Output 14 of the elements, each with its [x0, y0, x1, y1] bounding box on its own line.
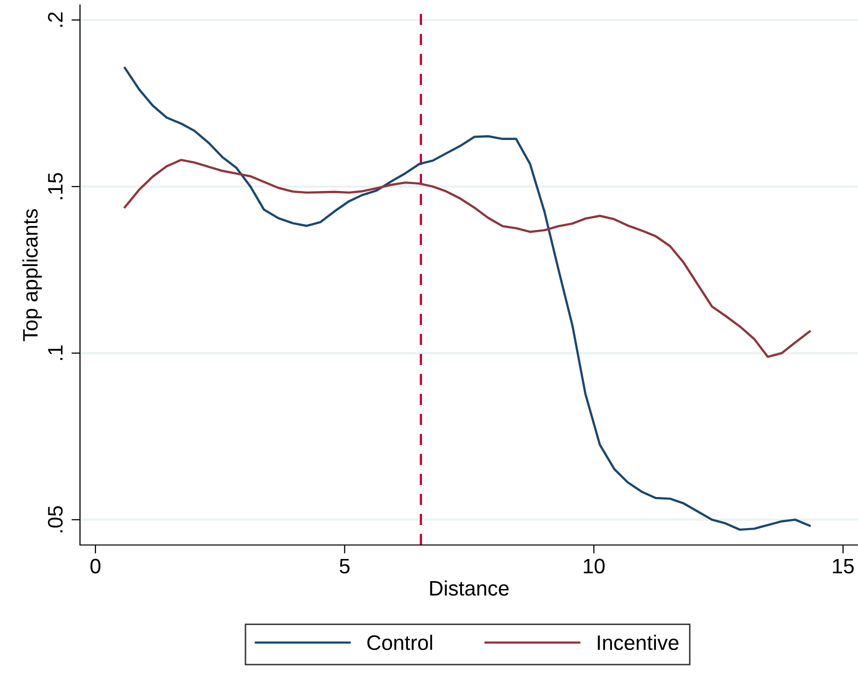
y-tick-label: .05: [48, 506, 63, 532]
line-series: [124, 66, 811, 531]
x-tick-label: 0: [90, 558, 100, 574]
legend-label: Incentive: [598, 634, 678, 650]
y-axis-title: Top applicants: [22, 209, 42, 342]
x-axis-title: Distance: [430, 580, 509, 596]
x-tick-label: 15: [833, 558, 854, 574]
y-tick-label: .2: [48, 12, 62, 27]
y-tick-label: .1: [48, 345, 62, 360]
x-tick-label: 10: [584, 558, 605, 574]
x-tick-label: 5: [340, 558, 350, 574]
y-tick-label: .15: [48, 172, 63, 200]
line-series: [124, 158, 811, 358]
legend-label: Control: [367, 634, 432, 650]
